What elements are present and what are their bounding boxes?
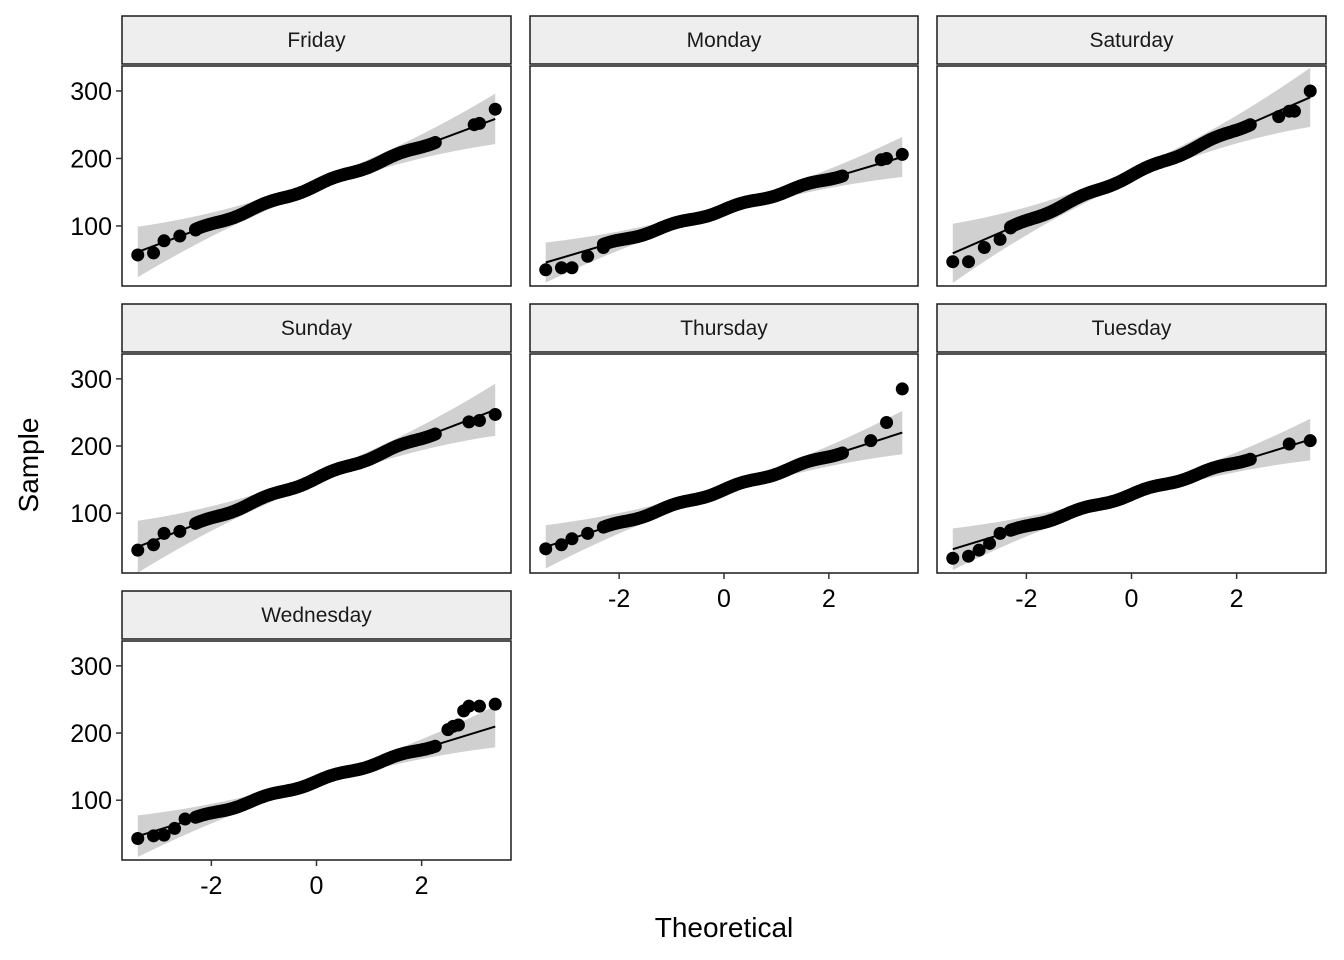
facet-strip-label: Tuesday (1092, 317, 1172, 340)
y-tick-label: 100 (70, 787, 112, 815)
panel-border (529, 65, 919, 287)
data-point (539, 263, 553, 277)
facet-strip-label: Sunday (281, 317, 353, 340)
data-point (554, 261, 568, 275)
x-tick-label: 2 (415, 872, 429, 900)
facet-friday: Friday 100 200 300 (70, 15, 512, 287)
x-axis-title: Theoretical (655, 912, 794, 943)
data-point (565, 261, 579, 275)
y-tick-label: 300 (70, 78, 112, 106)
facet-strip (121, 590, 512, 640)
reference-line (545, 431, 903, 548)
data-point (581, 249, 595, 263)
y-tick-label: 200 (70, 720, 112, 748)
facet-strip-label: Monday (687, 29, 762, 52)
x-tick-label: -2 (200, 872, 222, 900)
facet-strip-label: Wednesday (261, 604, 372, 627)
reference-line (137, 408, 496, 548)
reference-line (545, 156, 903, 264)
facet-strip (121, 303, 512, 353)
facet-wednesday: Wednesday 100 200 300 -2 0 2 (70, 590, 512, 900)
reference-line (952, 96, 1311, 255)
reference-line (952, 438, 1311, 551)
data-point (488, 102, 502, 116)
y-axis-title: Sample (13, 418, 44, 513)
reference-line (137, 725, 496, 838)
y-tick-label: 300 (70, 653, 112, 681)
y-tick-label: 300 (70, 366, 112, 394)
facet-strip-label: Friday (287, 29, 346, 52)
data-point (451, 718, 465, 732)
data-point (962, 255, 976, 269)
data-point (1303, 434, 1317, 448)
data-point (983, 536, 997, 550)
data-point (946, 551, 960, 565)
facet-sunday: Sunday 100 200 300 (70, 303, 512, 574)
data-point (131, 543, 145, 557)
facet-strip (529, 15, 919, 65)
x-tick-label: -2 (1015, 585, 1037, 613)
y-tick-label: 200 (70, 145, 112, 173)
facet-strip-label: Saturday (1089, 29, 1174, 52)
data-point (962, 549, 976, 563)
data-point (488, 697, 502, 711)
panel-border (121, 65, 512, 287)
facet-tuesday: Tuesday -2 0 2 (936, 303, 1327, 613)
x-tick-label: 0 (310, 872, 324, 900)
data-point (972, 543, 986, 557)
facet-strip-label: Thursday (680, 317, 768, 340)
facet-strip (936, 15, 1327, 65)
facet-strip (936, 303, 1327, 353)
x-tick-label: -2 (608, 585, 630, 613)
x-tick-label: 2 (1230, 585, 1244, 613)
data-point (539, 542, 553, 556)
data-point (946, 255, 960, 269)
reference-line (137, 117, 496, 253)
data-point (472, 699, 486, 713)
y-tick-label: 200 (70, 433, 112, 461)
y-tick-label: 100 (70, 213, 112, 241)
panel-border (121, 353, 512, 574)
data-point (462, 699, 476, 713)
x-tick-label: 0 (717, 585, 731, 613)
data-point (1303, 84, 1317, 98)
data-point (993, 232, 1007, 246)
x-tick-label: 0 (1125, 585, 1139, 613)
data-point (1287, 104, 1301, 118)
data-point (880, 416, 894, 430)
panel-border (936, 65, 1327, 287)
data-point (157, 526, 171, 540)
y-tick-label: 100 (70, 500, 112, 528)
data-point (147, 246, 161, 260)
data-point (157, 828, 171, 842)
facet-strip (121, 15, 512, 65)
facet-saturday: Saturday (936, 15, 1327, 287)
data-point (895, 382, 909, 396)
x-tick-label: 2 (822, 585, 836, 613)
facet-thursday: Thursday -2 0 2 (529, 303, 919, 613)
data-point (977, 241, 991, 255)
facet-strip (529, 303, 919, 353)
facet-monday: Monday (529, 15, 919, 287)
